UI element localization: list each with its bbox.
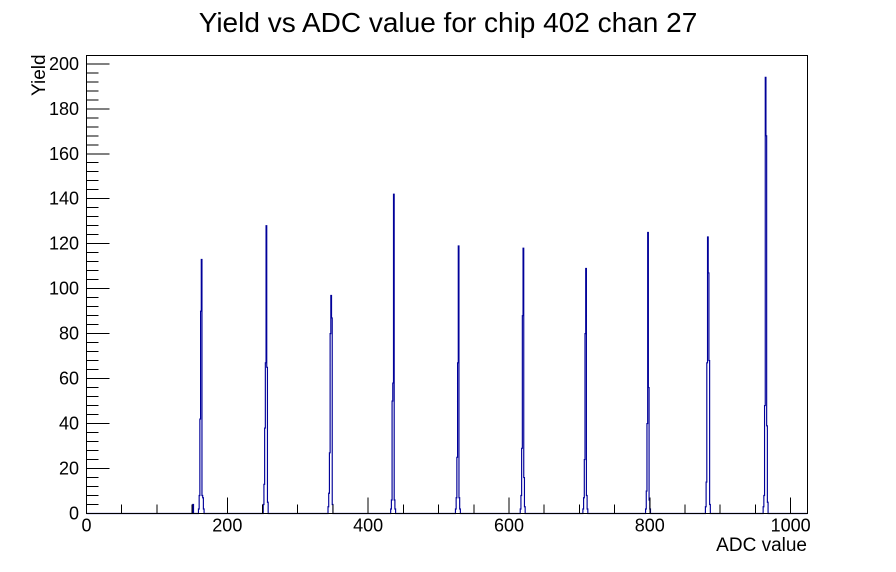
y-tick-label: 120 [49, 234, 79, 254]
histogram-series [86, 76, 808, 515]
y-tick-label: 20 [59, 459, 79, 479]
y-tick-label: 40 [59, 414, 79, 434]
y-tick-label: 180 [49, 99, 79, 119]
y-tick-label: 140 [49, 189, 79, 209]
x-tick-label: 800 [635, 516, 665, 536]
x-tick-label: 0 [81, 516, 91, 536]
y-tick-label: 100 [49, 279, 79, 299]
plot-frame [86, 55, 808, 514]
y-tick-label: 0 [69, 504, 79, 524]
x-axis-title: ADC value [716, 535, 807, 556]
x-tick-label: 400 [353, 516, 383, 536]
y-tick-label: 80 [59, 324, 79, 344]
y-tick-label: 200 [49, 54, 79, 74]
x-tick-label: 1000 [771, 516, 811, 536]
y-tick-label: 60 [59, 369, 79, 389]
x-tick-label: 200 [212, 516, 242, 536]
y-tick-label: 160 [49, 144, 79, 164]
x-axis: 0 200 400 600 800 1000 [81, 497, 811, 536]
x-tick-label: 600 [494, 516, 524, 536]
chart-title: Yield vs ADC value for chip 402 chan 27 [198, 7, 698, 38]
y-axis: 0 20 40 60 80 100 120 140 160 180 200 [49, 54, 110, 524]
